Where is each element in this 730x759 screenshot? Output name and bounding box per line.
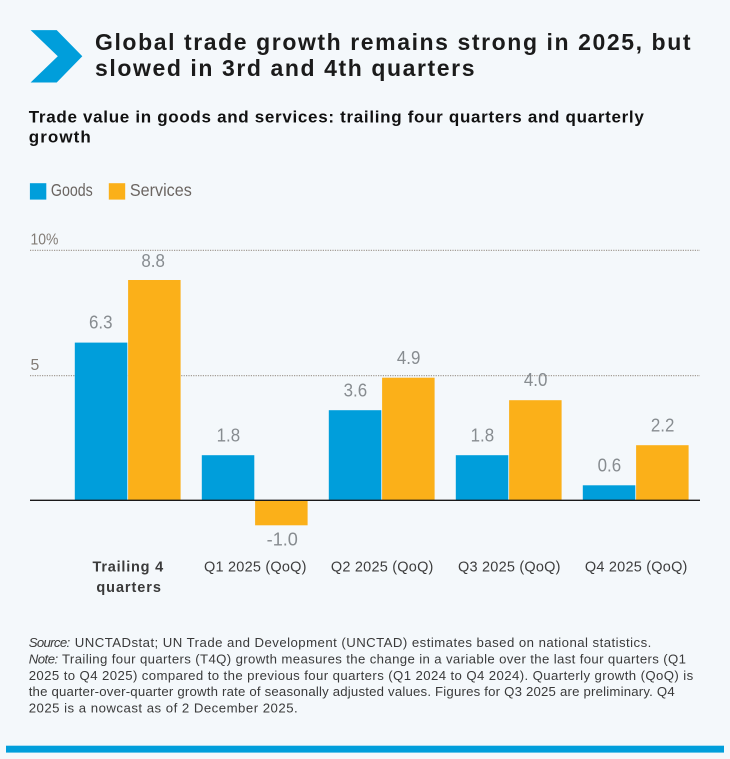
svg-text:quarters: quarters — [96, 580, 160, 596]
svg-text:0.6: 0.6 — [598, 456, 622, 476]
svg-text:1.8: 1.8 — [471, 426, 495, 446]
svg-text:2.2: 2.2 — [651, 416, 675, 436]
svg-text:the quarter-over-quarter growt: the quarter-over-quarter growth rate of … — [29, 684, 675, 699]
svg-text:2025 to Q4 2025) compared to t: 2025 to Q4 2025) compared to the previou… — [29, 668, 694, 683]
svg-text:slowed in 3rd and 4th quarters: slowed in 3rd and 4th quarters — [95, 55, 475, 81]
svg-text:6.3: 6.3 — [89, 313, 113, 333]
svg-text:Q1 2025 (QoQ): Q1 2025 (QoQ) — [204, 559, 307, 575]
svg-text:Q4 2025 (QoQ): Q4 2025 (QoQ) — [585, 559, 688, 575]
svg-text:Trailing four quarters (T4Q) g: Trailing four quarters (T4Q) growth meas… — [62, 651, 686, 666]
svg-text:-1.0: -1.0 — [267, 530, 298, 550]
svg-text:3.6: 3.6 — [344, 381, 368, 401]
svg-text:Source:: Source: — [29, 635, 71, 650]
svg-text:Q3 2025 (QoQ): Q3 2025 (QoQ) — [458, 559, 561, 575]
svg-text:1.8: 1.8 — [217, 426, 241, 446]
svg-text:Goods: Goods — [51, 180, 93, 200]
svg-text:2025 is a nowcast as of 2 Dece: 2025 is a nowcast as of 2 December 2025. — [29, 701, 298, 716]
svg-text:8.8: 8.8 — [141, 251, 165, 271]
svg-text:5: 5 — [31, 357, 40, 374]
svg-text:Services: Services — [130, 180, 192, 200]
svg-text:Trailing 4: Trailing 4 — [93, 559, 164, 575]
svg-text:Note:: Note: — [29, 651, 59, 666]
svg-text:growth: growth — [29, 128, 91, 147]
svg-text:Q2 2025 (QoQ): Q2 2025 (QoQ) — [331, 559, 434, 575]
svg-text:UNCTADstat; UN Trade and Devel: UNCTADstat; UN Trade and Development (UN… — [75, 635, 652, 650]
svg-text:10%: 10% — [31, 232, 59, 249]
svg-text:Trade value in goods and servi: Trade value in goods and services: trail… — [29, 107, 645, 126]
svg-text:4.0: 4.0 — [524, 370, 548, 390]
svg-text:4.9: 4.9 — [397, 348, 421, 368]
svg-text:Global trade growth remains st: Global trade growth remains strong in 20… — [95, 29, 691, 55]
